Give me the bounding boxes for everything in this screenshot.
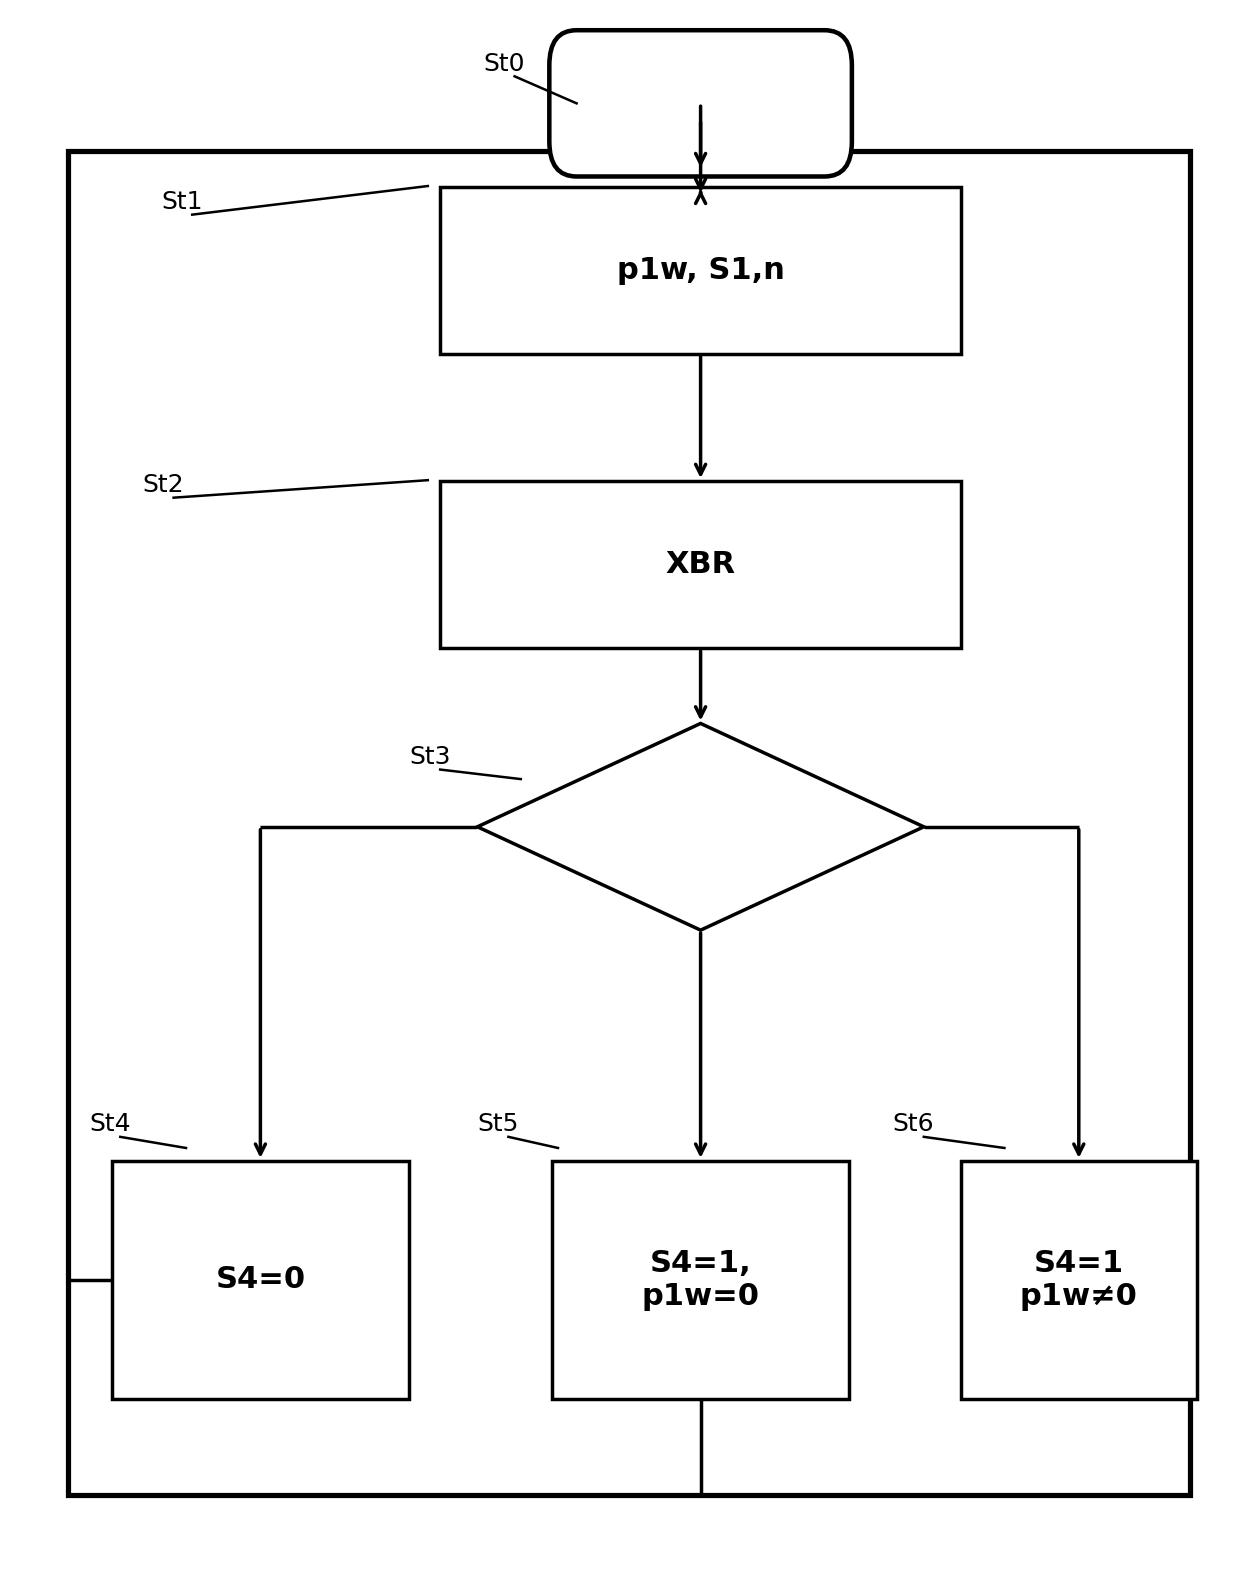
Text: S4=1,
p1w=0: S4=1, p1w=0 bbox=[641, 1248, 760, 1312]
Text: St0: St0 bbox=[484, 51, 525, 76]
Text: St2: St2 bbox=[143, 472, 185, 498]
Text: St5: St5 bbox=[477, 1111, 518, 1137]
Text: St1: St1 bbox=[161, 189, 202, 215]
Text: XBR: XBR bbox=[666, 550, 735, 579]
Text: St3: St3 bbox=[409, 744, 450, 770]
Bar bbox=[112, 1161, 409, 1399]
Bar bbox=[68, 151, 1190, 1495]
Text: S4=0: S4=0 bbox=[216, 1266, 305, 1294]
Text: S4=1
p1w≠0: S4=1 p1w≠0 bbox=[1019, 1248, 1138, 1312]
Text: St4: St4 bbox=[89, 1111, 131, 1137]
Bar bbox=[552, 1161, 849, 1399]
Bar bbox=[440, 188, 961, 355]
Polygon shape bbox=[477, 723, 924, 930]
Bar bbox=[440, 480, 961, 649]
Bar bbox=[961, 1161, 1197, 1399]
FancyBboxPatch shape bbox=[549, 30, 852, 176]
Text: p1w, S1,n: p1w, S1,n bbox=[616, 256, 785, 285]
Text: St6: St6 bbox=[893, 1111, 935, 1137]
